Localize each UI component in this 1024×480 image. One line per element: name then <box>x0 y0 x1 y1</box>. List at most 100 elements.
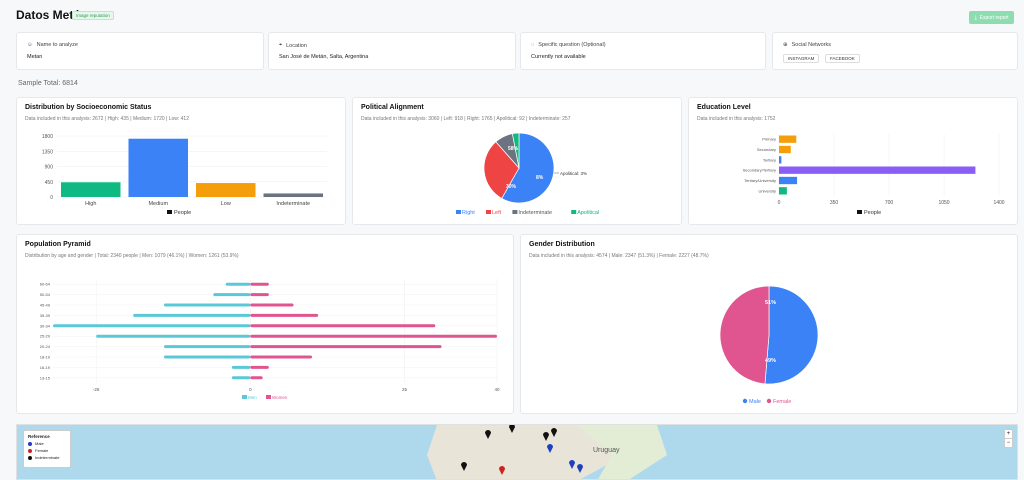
bar-education <box>779 156 782 164</box>
gender-pie-chart: 51% 49% Male Female <box>719 285 819 405</box>
political-chart-card: Political Alignment Data included in thi… <box>352 97 682 225</box>
uruguay-area <box>577 425 667 479</box>
user-icon: ☺ <box>27 42 33 48</box>
age-label: 45-49 <box>40 303 51 308</box>
bar-education <box>779 166 976 174</box>
pyramid-chart-title: Population Pyramid <box>25 241 91 248</box>
legend-swatch <box>486 210 491 214</box>
chip-instagram[interactable]: INSTAGRAM <box>783 54 820 63</box>
x-tick-label: Medium <box>148 201 168 207</box>
map-marker[interactable] <box>499 466 505 475</box>
legend-male-label: Male <box>35 441 44 446</box>
legend-label: People <box>864 210 881 216</box>
map-marker[interactable] <box>551 428 557 437</box>
gender-chart-subtitle: Data included in this analysis: 4574 | M… <box>529 253 709 259</box>
map-marker[interactable] <box>461 462 467 471</box>
y-tick-label: Secondary/Tertiary <box>743 168 776 173</box>
socio-chart-card: Distribution by Socioeconomic Status Dat… <box>16 97 346 225</box>
location-value: San José de Metán, Salta, Argentina <box>279 54 369 60</box>
reputation-badge: Image reputation <box>72 11 114 20</box>
y-tick-label: University <box>758 188 776 193</box>
legend-male: Male <box>28 441 66 446</box>
map-zoom-controls: + − <box>1004 429 1013 448</box>
slice-label-right: 58% <box>508 146 519 152</box>
age-label: 18-19 <box>40 355 51 360</box>
age-label: 25-29 <box>40 334 51 339</box>
population-pyramid-chart: -25 0 25 40 60-64 50-54 45-49 35-39 30-34 25-29 20… <box>40 279 500 400</box>
legend-swatch <box>766 398 772 404</box>
map-marker[interactable] <box>509 425 515 433</box>
gender-chart-card: Gender Distribution Data included in thi… <box>520 234 1018 414</box>
slice-label-indeterminate: 8% <box>536 175 544 181</box>
legend-label: Men <box>248 395 257 400</box>
y-tick-label: 900 <box>45 165 54 171</box>
social-chips: INSTAGRAM FACEBOOK <box>783 54 864 63</box>
legend-label: Indeterminate <box>518 210 552 216</box>
age-label: 30-34 <box>40 323 51 328</box>
bar-education <box>779 176 798 185</box>
bar-low <box>196 183 256 197</box>
name-card: ☺ Name to analyze Metan <box>16 32 264 70</box>
age-label: 13-15 <box>40 375 51 380</box>
education-chart-subtitle: Data included in this analysis: 1752 <box>697 116 776 122</box>
legend-label: Female <box>773 399 791 405</box>
slice-label-female: 49% <box>765 358 776 364</box>
map-marker[interactable] <box>569 460 575 469</box>
pyramid-bar-men <box>53 324 251 328</box>
slice-label-male: 51% <box>765 300 776 306</box>
legend-label: Women <box>272 395 288 400</box>
bar-high <box>61 182 121 197</box>
map-markers <box>461 425 583 475</box>
legend-swatch <box>456 210 461 214</box>
education-chart-card: Education Level Data included in this an… <box>688 97 1018 225</box>
map-marker[interactable] <box>485 430 491 439</box>
pyramid-bar-men <box>225 282 251 286</box>
y-tick-label: 1800 <box>42 134 53 140</box>
y-tick-label: Tertiary <box>763 157 776 162</box>
chip-facebook[interactable]: FACEBOOK <box>824 54 860 63</box>
slice-right <box>501 132 555 204</box>
y-tick-label: Primary <box>762 137 776 142</box>
legend-label: Male <box>749 399 761 405</box>
pyramid-bar-men <box>133 313 251 317</box>
pyramid-bar-women <box>250 282 269 286</box>
map-legend-title: Reference <box>28 434 50 439</box>
zoom-out-button[interactable]: − <box>1005 438 1012 446</box>
pyramid-chart-card: Population Pyramid Distribution by age a… <box>16 234 514 414</box>
export-report-button[interactable]: ⤓ Export report <box>969 11 1014 24</box>
map-marker[interactable] <box>543 432 549 441</box>
x-tick-label: 0 <box>249 387 252 392</box>
legend-label: People <box>174 210 191 216</box>
name-label: Name to analyze <box>36 42 78 48</box>
apolitical-annotation: Apolitical: 3% <box>560 171 587 176</box>
pyramid-bar-men <box>231 365 251 369</box>
indeterminate-dot-icon <box>28 455 32 460</box>
legend-swatch <box>167 210 172 214</box>
pyramid-bar-men <box>231 376 251 380</box>
x-tick-label: Indeterminate <box>276 201 310 207</box>
question-label: Specific question (Optional) <box>538 42 606 48</box>
zoom-in-button[interactable]: + <box>1006 431 1011 437</box>
x-tick-label: 0 <box>778 200 781 206</box>
political-pie-chart: 58% 30% 8% Apolitical: 3% Right Left Indetermi… <box>456 132 599 216</box>
pyramid-bar-men <box>164 345 251 349</box>
legend-label: Apolitical <box>577 210 599 216</box>
question-card: ◌ Specific question (Optional) Currently … <box>520 32 766 70</box>
pyramid-bar-women <box>250 313 319 317</box>
pyramid-bar-women <box>250 324 436 328</box>
x-tick-label: Low <box>221 201 231 207</box>
map-marker[interactable] <box>577 464 583 473</box>
female-dot-icon <box>28 448 32 453</box>
map-marker[interactable] <box>547 444 553 453</box>
pyramid-bar-men <box>213 293 251 297</box>
location-map[interactable]: Uruguay Reference Male Female Indetermin… <box>16 424 1018 480</box>
legend-indeterminate: Indeterminate <box>28 455 66 460</box>
pyramid-bar-women <box>250 365 269 369</box>
pyramid-bar-women <box>250 293 269 297</box>
y-tick-label: 450 <box>45 180 54 186</box>
age-label: 16-19 <box>40 365 51 370</box>
question-value: Currently not available <box>531 54 586 60</box>
pyramid-bar-men <box>164 355 251 359</box>
land-area <box>427 425 627 479</box>
political-chart-subtitle: Data included in this analysis: 3060 | L… <box>361 116 571 122</box>
